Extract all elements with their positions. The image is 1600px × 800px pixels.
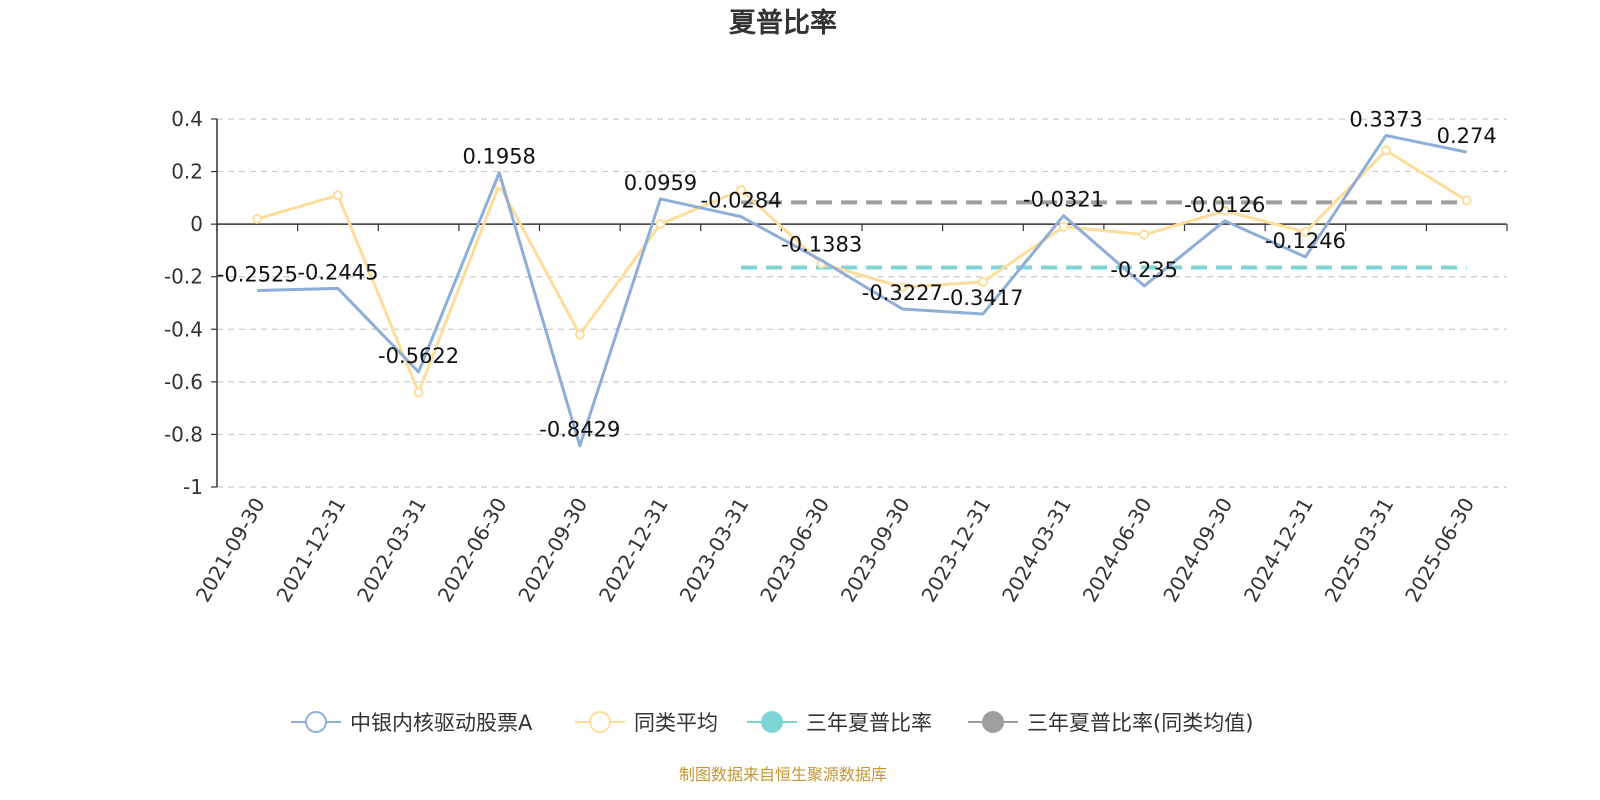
chart-title: 夏普比率 [729,7,837,39]
series-point-1 [736,184,747,195]
data-label: -0.8429 [539,418,620,442]
x-tick-label: 2021-12-31 [271,494,350,607]
data-label: -0.2445 [297,260,378,284]
legend-label: 三年夏普比率 [806,711,932,735]
series-point-1 [252,213,263,224]
data-labels: -0.2525 -0.2445 -0.5622 0.1958 -0.8429 0.0959… [217,107,1497,441]
data-label: 0.3373 [1349,107,1422,131]
series-point-1 [1300,227,1311,238]
x-tick-label: 2024-09-30 [1158,494,1237,607]
x-tick-label: 2022-06-30 [433,494,512,607]
series-point-1 [332,190,343,201]
legend-label: 三年夏普比率(同类均值) [1027,711,1253,735]
x-tick-label: 2023-03-31 [674,494,753,607]
grid-lines [217,118,1507,488]
x-tick-label: 2021-09-30 [191,494,270,607]
series-point-1 [574,329,585,340]
series-lines [252,133,1472,448]
x-tick-label: 2024-03-31 [997,494,1076,607]
data-label: -0.3417 [942,286,1023,310]
data-label: -0.0284 [701,189,782,213]
data-label: 0.274 [1437,124,1497,148]
data-label: -0.1246 [1265,229,1346,253]
series-point-1 [1139,229,1150,240]
series-point-1 [655,219,666,230]
x-tick-label: 2022-03-31 [352,494,431,607]
reference-lines [741,200,1467,270]
data-label: 0.1958 [462,145,535,169]
legend-marker-0 [305,711,327,733]
data-label: -0.3227 [862,281,943,305]
y-tick-label: -1 [183,475,203,499]
series-point-1 [897,282,908,293]
series-point-1 [413,387,424,398]
legend-marker-3 [982,711,1004,733]
x-tick-label: 2022-12-31 [594,494,673,607]
series-line-0 [257,133,1467,448]
y-tick-label: -0.6 [164,370,203,394]
y-tick-label: -0.2 [164,265,203,289]
x-tick-label: 2025-03-31 [1319,494,1398,607]
legend: 中银内核驱动股票A 同类平均 三年夏普比率 三年夏普比率(同类均值) [291,711,1253,735]
legend-marker-2 [761,711,783,733]
data-label: -0.5622 [378,344,459,368]
data-label: -0.235 [1110,258,1178,282]
x-tick-label: 2023-06-30 [755,494,834,607]
source-note: 制图数据来自恒生聚源数据库 [679,765,887,784]
legend-marker-1 [589,711,611,733]
data-label: -0.0126 [1184,193,1265,217]
series-point-1 [1381,145,1392,156]
series-point-1 [1461,195,1472,206]
x-tick-label: 2022-09-30 [513,494,592,607]
data-label: -0.0321 [1023,188,1104,212]
legend-label: 中银内核驱动股票A [350,711,533,735]
x-tick-label: 2024-06-30 [1078,494,1157,607]
y-tick-label: -0.4 [164,317,203,341]
x-tick-label: 2023-12-31 [916,494,995,607]
series-point-1 [1219,206,1230,216]
series-line-1 [256,149,1468,394]
y-tick-label: -0.8 [164,422,203,446]
legend-label: 同类平均 [634,711,718,735]
y-tick-label: 0.4 [171,107,203,131]
x-tick-label: 2025-06-30 [1400,494,1479,607]
data-label: -0.2525 [217,263,298,287]
x-tick-label: 2023-09-30 [836,494,915,607]
y-tick-label: 0.2 [171,160,203,184]
data-label: -0.1383 [781,232,862,256]
y-tick-label: 0 [190,212,203,236]
series-point-1 [977,276,988,287]
x-tick-label: 2024-12-31 [1239,494,1318,607]
data-label: 0.0959 [624,171,697,195]
series-point-1 [1058,221,1069,232]
